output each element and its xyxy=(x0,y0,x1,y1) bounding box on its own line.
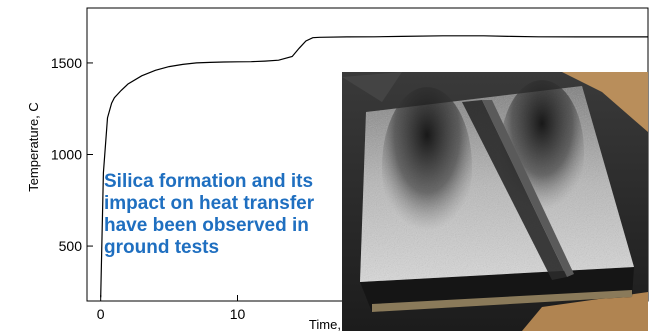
caption-line-2: impact on heat transfer xyxy=(104,193,314,215)
x-tick-label: 0 xyxy=(97,306,105,322)
y-tick-label: 1000 xyxy=(51,147,82,163)
ground-test-photo xyxy=(342,72,648,331)
ground-test-tile-image xyxy=(342,72,648,331)
caption-line-4: ground tests xyxy=(104,237,314,259)
caption-line-3: have been observed in xyxy=(104,215,314,237)
y-axis-label: Temperature, C xyxy=(26,102,41,192)
y-tick-label: 500 xyxy=(59,238,83,254)
y-tick-label: 1500 xyxy=(51,55,82,71)
caption-line-1: Silica formation and its xyxy=(104,171,314,193)
caption-text: Silica formation and its impact on heat … xyxy=(104,171,314,259)
x-tick-label: 10 xyxy=(230,306,246,322)
